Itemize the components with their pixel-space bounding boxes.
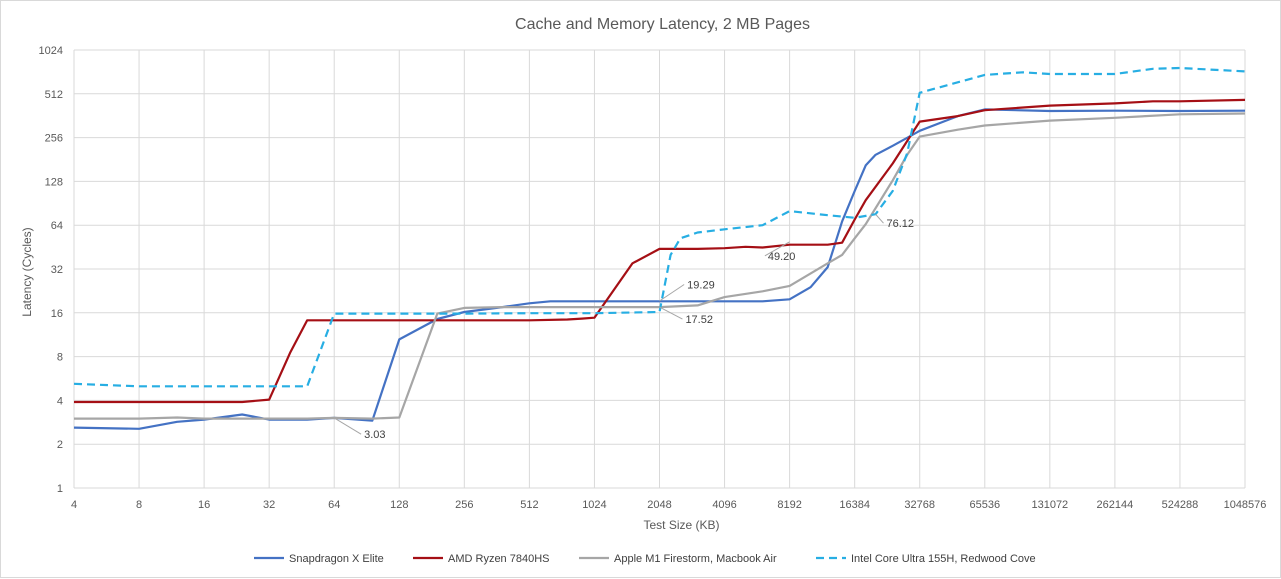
axes: 1 2 4 8 16 32 64 128 256 512 1024 4 8 16 32 64 128 256 512… bbox=[39, 45, 1267, 511]
x-tick-label: 4 bbox=[71, 499, 77, 511]
series-line-2 bbox=[74, 98, 1246, 404]
y-tick-label: 2 bbox=[57, 439, 63, 451]
x-tick-label: 32768 bbox=[904, 499, 935, 511]
x-tick-label: 32 bbox=[263, 499, 275, 511]
y-tick-label: 64 bbox=[51, 220, 63, 232]
annotation-leader bbox=[875, 213, 884, 224]
annotation-label: 49.20 bbox=[768, 251, 796, 263]
y-tick-label: 8 bbox=[57, 352, 63, 364]
x-axis-title: Test Size (KB) bbox=[643, 518, 719, 532]
annotation-leader bbox=[333, 417, 362, 435]
y-axis-title: Latency (Cycles) bbox=[20, 227, 34, 316]
x-tick-label: 8 bbox=[136, 499, 142, 511]
legend-label-4: Intel Core Ultra 155H, Redwood Cove bbox=[851, 553, 1036, 565]
series-line-3 bbox=[74, 112, 1246, 420]
y-tick-label: 256 bbox=[45, 133, 63, 145]
x-tick-label: 1024 bbox=[582, 499, 606, 511]
y-tick-label: 512 bbox=[45, 89, 63, 101]
annotation-leader bbox=[659, 284, 685, 302]
x-tick-label: 1048576 bbox=[1224, 499, 1267, 511]
legend-label-3: Apple M1 Firestorm, Macbook Air bbox=[614, 553, 777, 565]
annotations: 3.03 17.52 19.29 49.20 76.12 bbox=[333, 213, 915, 441]
y-tick-label: 4 bbox=[57, 395, 63, 407]
x-tick-label: 262144 bbox=[1097, 499, 1134, 511]
x-tick-label: 8192 bbox=[777, 499, 801, 511]
y-tick-label: 1 bbox=[57, 483, 63, 495]
annotation-leader bbox=[659, 306, 683, 320]
x-tick-label: 4096 bbox=[712, 499, 736, 511]
legend-label-2: AMD Ryzen 7840HS bbox=[448, 553, 550, 565]
x-tick-label: 65536 bbox=[969, 499, 1000, 511]
x-tick-label: 2048 bbox=[647, 499, 671, 511]
gridlines bbox=[73, 49, 1246, 489]
x-tick-label: 16 bbox=[198, 499, 210, 511]
annotation-label: 17.52 bbox=[685, 314, 713, 326]
annotation-leader bbox=[764, 241, 790, 257]
y-tick-label: 1024 bbox=[39, 45, 63, 57]
chart-title: Cache and Memory Latency, 2 MB Pages bbox=[515, 16, 810, 33]
x-tick-label: 131072 bbox=[1031, 499, 1068, 511]
x-tick-label: 16384 bbox=[839, 499, 870, 511]
annotation-label: 19.29 bbox=[687, 280, 715, 292]
series-lines bbox=[73, 66, 1246, 430]
annotation-label: 76.12 bbox=[887, 218, 915, 230]
y-tick-label: 32 bbox=[51, 264, 63, 276]
annotation-label: 3.03 bbox=[364, 429, 385, 441]
x-tick-label: 524288 bbox=[1162, 499, 1199, 511]
x-tick-label: 64 bbox=[328, 499, 340, 511]
legend: Snapdragon X Elite AMD Ryzen 7840HS Apple … bbox=[254, 553, 1036, 565]
x-tick-label: 256 bbox=[455, 499, 473, 511]
y-tick-label: 16 bbox=[51, 308, 63, 320]
x-tick-label: 512 bbox=[520, 499, 538, 511]
x-tick-label: 128 bbox=[390, 499, 408, 511]
legend-label-1: Snapdragon X Elite bbox=[289, 553, 384, 565]
y-tick-label: 128 bbox=[45, 176, 63, 188]
